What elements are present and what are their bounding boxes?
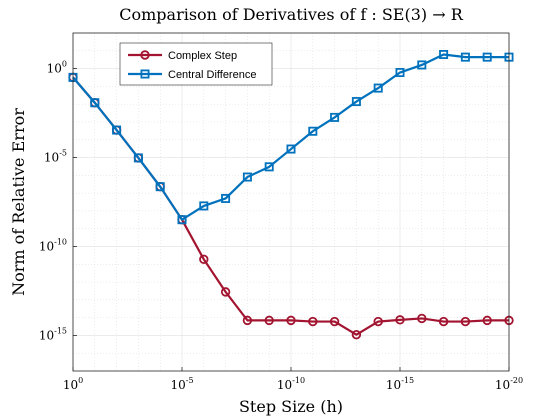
data-point-central-difference: [155, 182, 165, 192]
data-point-central-difference: [286, 144, 296, 154]
legend-label-complex-step: Complex Step: [168, 50, 237, 62]
data-point-complex-step: [329, 316, 340, 327]
data-point-complex-step: [199, 254, 209, 265]
data-point-complex-step: [460, 316, 471, 327]
data-point-complex-step: [242, 315, 253, 326]
data-point-complex-step: [220, 287, 231, 297]
data-point-central-difference: [373, 83, 383, 93]
data-point-complex-step: [308, 316, 318, 327]
data-point-complex-step: [373, 316, 383, 327]
data-point-central-difference: [482, 52, 492, 62]
data-point-central-difference: [221, 193, 231, 203]
data-point-complex-step: [395, 315, 405, 325]
data-point-central-difference: [90, 98, 100, 108]
y-tick-label: 100: [47, 60, 67, 76]
data-point-central-difference: [417, 60, 427, 70]
legend-marker-central-difference: [140, 69, 150, 79]
data-point-complex-step: [286, 315, 296, 326]
series-central-difference: [68, 49, 514, 225]
series-layer: [68, 49, 514, 340]
data-point-complex-step: [264, 315, 274, 326]
x-tick-label: 10-5: [170, 376, 193, 392]
data-point-central-difference: [308, 126, 318, 136]
data-point-central-difference: [133, 153, 143, 163]
data-point-central-difference: [439, 49, 449, 59]
data-point-central-difference: [395, 68, 405, 78]
y-axis-label: Norm of Relative Error: [9, 108, 28, 296]
data-point-complex-step: [438, 316, 449, 327]
data-point-central-difference: [199, 201, 209, 211]
y-tick-label: 10-5: [44, 149, 67, 165]
x-tick-label: 10-20: [495, 376, 523, 392]
x-tick-label: 10-15: [386, 376, 414, 392]
data-point-complex-step: [482, 315, 492, 326]
legend-label-central-difference: Central Difference: [168, 69, 256, 81]
series-line-central-difference: [72, 53, 509, 221]
data-point-central-difference: [177, 215, 187, 225]
data-point-central-difference: [264, 162, 274, 172]
data-point-central-difference: [242, 172, 252, 182]
data-point-central-difference: [460, 52, 470, 62]
y-tick-label: 10-10: [39, 237, 67, 253]
x-axis-label: Step Size (h): [239, 397, 343, 416]
x-tick-label: 100: [63, 376, 83, 392]
y-tick-label: 10-15: [39, 326, 67, 342]
data-point-central-difference: [330, 112, 340, 122]
data-point-central-difference: [351, 97, 361, 107]
x-tick-label: 10-10: [277, 376, 305, 392]
chart-title: Comparison of Derivatives of f : SE(3) →…: [119, 5, 463, 24]
ticks: 100 10-5 10-10 10-15 10-20 100 10-5 10-10 10-15: [39, 60, 523, 392]
legend: Complex Step Central Difference: [119, 42, 273, 86]
data-point-complex-step: [417, 313, 427, 324]
legend-marker-complex-step: [140, 50, 150, 60]
data-point-central-difference: [112, 125, 122, 135]
data-point-complex-step: [351, 329, 362, 340]
